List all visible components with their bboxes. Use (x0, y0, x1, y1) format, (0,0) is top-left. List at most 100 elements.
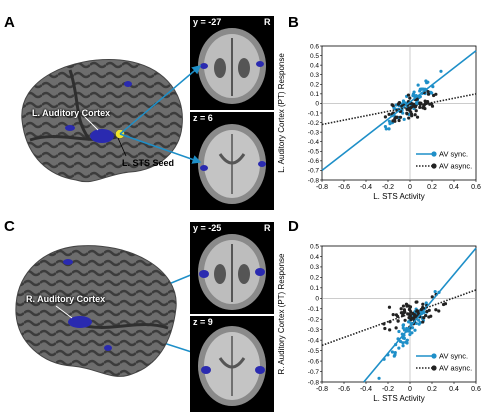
d-point-1-13 (422, 316, 426, 320)
d-y-tick-label-1: -0.7 (308, 369, 320, 376)
d-point-0-61 (413, 328, 417, 332)
d-point-0-57 (401, 336, 405, 340)
d-x-axis-label: L. STS Activity (373, 394, 425, 403)
b-fit-line-1 (321, 93, 477, 126)
d-y-tick-label-0: -0.8 (308, 379, 320, 386)
b-point-1-60 (396, 102, 400, 106)
b-point-1-63 (407, 108, 411, 112)
b-legend-marker-0 (431, 151, 437, 157)
b-point-0-10 (416, 83, 420, 87)
d-point-1-4 (403, 318, 407, 322)
b-point-1-49 (410, 114, 414, 118)
sts-seed-label: L. STS Seed (122, 158, 175, 168)
d-y-tick-label-11: 0.3 (310, 264, 319, 271)
d-point-1-50 (441, 302, 446, 307)
b-y-tick-label-7: -0.1 (308, 110, 320, 117)
b-point-0-48 (414, 101, 419, 105)
d-y-tick-label-7: -0.1 (308, 306, 320, 313)
b-y-tick-label-11: 0.3 (310, 72, 319, 79)
b-point-1-26 (423, 99, 427, 103)
b-legend-marker-1 (431, 163, 437, 169)
d-fit-line-1 (321, 289, 477, 347)
d-point-1-62 (407, 307, 412, 312)
d-point-0-4 (410, 326, 415, 330)
slice-side-label-c: R (264, 223, 271, 233)
slice-side-label-a: R (264, 17, 271, 27)
d-point-0-0 (377, 376, 381, 380)
b-point-1-13 (398, 115, 403, 119)
d-point-1-65 (394, 313, 399, 317)
d-y-tick-label-9: 0.1 (310, 285, 319, 292)
b-point-0-54 (420, 87, 424, 91)
right-auditory-cortex-label: R. Auditory Cortex (26, 294, 106, 304)
b-point-1-0 (383, 115, 388, 119)
d-x-tick-label-7: 0.6 (471, 386, 481, 393)
b-point-1-68 (425, 99, 430, 104)
b-legend-label-0: AV sync. (439, 150, 468, 159)
b-point-1-44 (397, 118, 401, 123)
b-point-0-63 (439, 69, 443, 73)
d-y-tick-label-10: 0.2 (310, 275, 319, 282)
b-point-1-16 (415, 115, 420, 119)
d-point-1-64 (394, 326, 398, 330)
d-y-tick-label-5: -0.3 (308, 327, 320, 334)
d-x-tick-label-4: 0 (408, 386, 412, 393)
axial-slice-c (190, 316, 274, 412)
d-x-tick-label-0: -0.8 (316, 386, 328, 393)
d-y-tick-label-13: 0.5 (310, 243, 319, 250)
coronal-slice-a (190, 16, 274, 110)
d-point-1-59 (410, 316, 414, 320)
b-point-1-58 (418, 105, 422, 109)
b-fit-line-0 (321, 50, 477, 172)
left-auditory-cortex-label: L. Auditory Cortex (32, 108, 111, 118)
d-x-tick-label-3: -0.2 (382, 386, 394, 393)
scatter-chart-d: -0.8 -0.6 -0.4 -0.2 0 0.2 0.4 0.6 -0.8 -0.7 -0.6 -0… (277, 243, 481, 403)
b-point-1-18 (406, 93, 411, 97)
d-point-1-57 (402, 308, 406, 312)
b-point-1-9 (408, 96, 412, 100)
b-point-1-51 (423, 106, 427, 111)
d-y-tick-label-8: 0 (315, 296, 319, 303)
d-point-0-43 (393, 353, 397, 357)
b-y-tick-label-0: -0.8 (308, 177, 320, 184)
b-point-1-30 (426, 92, 431, 96)
d-legend-marker-1 (431, 365, 437, 371)
b-x-tick-label-3: -0.2 (382, 184, 394, 191)
coronal-slice-c (190, 222, 274, 314)
d-x-tick-label-2: -0.4 (360, 386, 372, 393)
d-y-axis-label: R. Auditory Cortex (PT) Response (277, 253, 286, 374)
b-point-1-57 (432, 93, 436, 98)
d-point-0-7 (407, 329, 411, 333)
b-y-tick-label-5: -0.3 (308, 129, 320, 136)
d-point-1-49 (421, 302, 425, 306)
b-x-axis-label: L. STS Activity (373, 192, 425, 201)
b-x-tick-label-5: 0.2 (427, 184, 437, 191)
panel-label-d: D (288, 218, 299, 235)
b-point-1-59 (413, 113, 417, 117)
b-point-1-29 (415, 97, 419, 101)
d-y-tick-label-2: -0.6 (308, 358, 320, 365)
slice-label-z-c: z = 9 (193, 317, 213, 327)
right-auditory-cortex-activation (68, 316, 92, 328)
d-point-1-63 (408, 314, 412, 318)
d-y-tick-label-6: -0.2 (308, 317, 320, 324)
right-hemisphere-brain (15, 245, 177, 377)
b-point-0-18 (401, 99, 406, 103)
b-y-axis-label: L. Auditory Cortex (PT) Response (277, 53, 286, 173)
d-point-0-16 (397, 329, 401, 334)
b-y-tick-label-12: 0.4 (310, 62, 319, 69)
d-point-1-39 (429, 314, 433, 318)
b-y-tick-label-13: 0.5 (310, 53, 319, 60)
d-point-0-21 (433, 289, 437, 294)
auditory-cortex-activation (90, 129, 114, 143)
b-point-0-49 (411, 92, 415, 96)
d-y-tick-label-4: -0.4 (308, 337, 320, 344)
panel-label-b: B (288, 14, 299, 31)
b-point-1-35 (405, 111, 409, 115)
b-point-1-19 (414, 109, 418, 113)
b-point-0-25 (402, 117, 406, 121)
d-point-0-28 (397, 346, 401, 350)
d-x-tick-label-6: 0.4 (449, 386, 459, 393)
slice-label-y-a: y = -27 (193, 17, 222, 27)
d-point-1-32 (427, 308, 431, 312)
